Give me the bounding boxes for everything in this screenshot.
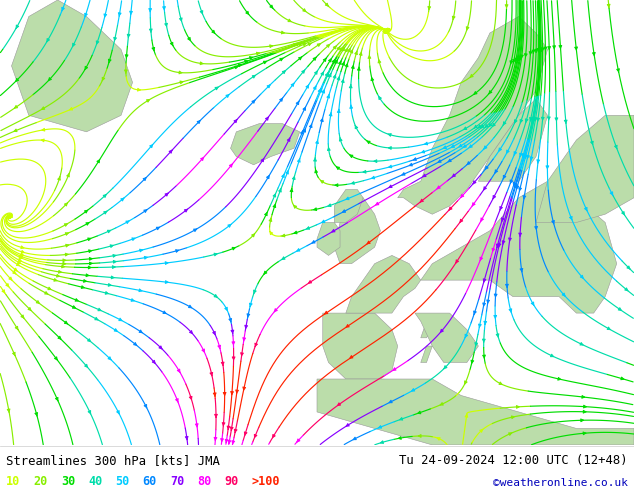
Text: 50: 50 xyxy=(115,475,129,488)
Text: Streamlines 300 hPa [kts] JMA: Streamlines 300 hPa [kts] JMA xyxy=(6,454,220,467)
Polygon shape xyxy=(334,198,380,264)
Polygon shape xyxy=(421,346,432,363)
Polygon shape xyxy=(317,222,340,255)
Text: Tu 24-09-2024 12:00 UTC (12+48): Tu 24-09-2024 12:00 UTC (12+48) xyxy=(399,454,628,467)
Polygon shape xyxy=(231,123,300,165)
Polygon shape xyxy=(421,181,617,313)
Polygon shape xyxy=(11,0,133,132)
Polygon shape xyxy=(415,313,479,363)
Text: 40: 40 xyxy=(88,475,102,488)
Polygon shape xyxy=(323,313,398,379)
Text: 30: 30 xyxy=(61,475,75,488)
Text: 10: 10 xyxy=(6,475,20,488)
Polygon shape xyxy=(317,379,634,445)
Polygon shape xyxy=(398,17,548,214)
Polygon shape xyxy=(346,255,421,313)
Text: 70: 70 xyxy=(170,475,184,488)
Polygon shape xyxy=(421,321,432,338)
Text: 20: 20 xyxy=(34,475,48,488)
Polygon shape xyxy=(334,190,363,222)
Text: >100: >100 xyxy=(252,475,280,488)
Text: 90: 90 xyxy=(224,475,238,488)
Text: 60: 60 xyxy=(143,475,157,488)
Text: 80: 80 xyxy=(197,475,211,488)
Text: ©weatheronline.co.uk: ©weatheronline.co.uk xyxy=(493,478,628,488)
Polygon shape xyxy=(536,115,634,222)
Polygon shape xyxy=(479,99,548,181)
